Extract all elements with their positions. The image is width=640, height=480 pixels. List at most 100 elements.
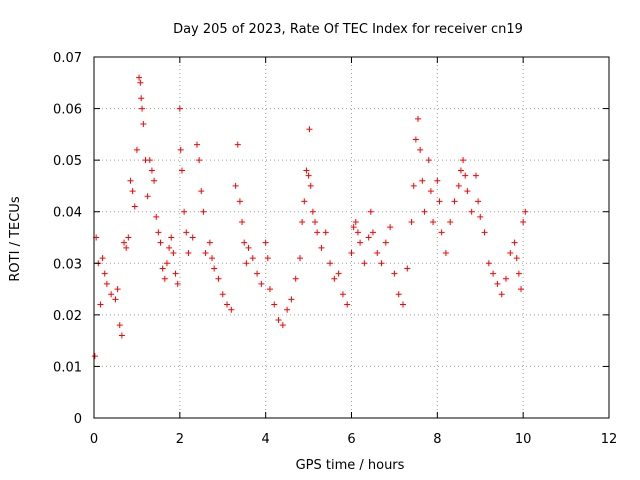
data-point bbox=[447, 219, 454, 226]
data-point bbox=[430, 219, 437, 226]
x-tick-label: 8 bbox=[433, 432, 441, 447]
data-point bbox=[350, 224, 357, 231]
data-point bbox=[515, 270, 522, 277]
x-tick-label: 10 bbox=[515, 432, 532, 447]
y-tick-label: 0.07 bbox=[53, 51, 82, 66]
data-point bbox=[127, 177, 134, 184]
data-point bbox=[307, 182, 314, 189]
data-point bbox=[249, 255, 256, 262]
plot-frame bbox=[93, 56, 610, 419]
data-point bbox=[352, 219, 359, 226]
data-point bbox=[211, 265, 218, 272]
data-point bbox=[318, 244, 325, 251]
data-point bbox=[520, 219, 527, 226]
data-point bbox=[97, 301, 104, 308]
data-point bbox=[241, 239, 248, 246]
data-point bbox=[170, 249, 177, 256]
data-point bbox=[417, 146, 424, 153]
data-point bbox=[139, 105, 146, 112]
data-point bbox=[236, 198, 243, 205]
data-point bbox=[194, 141, 200, 148]
data-point bbox=[475, 198, 482, 205]
grid-lines bbox=[94, 57, 609, 418]
data-point bbox=[455, 182, 462, 189]
data-point bbox=[161, 275, 168, 282]
data-point bbox=[425, 157, 432, 164]
data-point bbox=[481, 229, 488, 236]
data-point bbox=[348, 249, 355, 256]
y-axis-label: ROTI / TECUs bbox=[8, 196, 23, 281]
data-point bbox=[472, 172, 479, 179]
data-point bbox=[354, 229, 361, 236]
data-point bbox=[151, 177, 158, 184]
data-point bbox=[177, 146, 184, 153]
data-point bbox=[157, 239, 164, 246]
data-point bbox=[118, 332, 125, 339]
data-point bbox=[108, 291, 115, 298]
data-point bbox=[114, 286, 121, 293]
data-point bbox=[378, 260, 385, 267]
data-point bbox=[196, 157, 203, 164]
data-point bbox=[224, 301, 231, 308]
data-point bbox=[279, 322, 286, 329]
x-tick-label: 0 bbox=[90, 432, 98, 447]
data-point bbox=[306, 126, 313, 133]
x-tick-label: 4 bbox=[262, 432, 270, 447]
data-point bbox=[518, 286, 525, 293]
data-point bbox=[387, 224, 394, 231]
data-point bbox=[181, 208, 188, 215]
y-tick-label: 0.05 bbox=[53, 154, 82, 169]
data-point bbox=[168, 234, 175, 241]
data-point bbox=[312, 219, 319, 226]
data-point bbox=[99, 255, 106, 262]
data-point bbox=[301, 198, 308, 205]
data-point bbox=[391, 270, 398, 277]
data-point bbox=[239, 219, 246, 226]
data-point bbox=[112, 296, 119, 303]
data-point bbox=[284, 306, 291, 313]
y-tick-label: 0 bbox=[74, 412, 82, 427]
data-point bbox=[434, 177, 441, 184]
data-point bbox=[427, 188, 434, 195]
data-point bbox=[131, 203, 138, 210]
x-tick-label: 12 bbox=[601, 432, 618, 447]
data-point bbox=[335, 270, 342, 277]
data-point bbox=[232, 182, 239, 189]
data-point bbox=[457, 167, 464, 174]
data-point bbox=[382, 239, 389, 246]
y-tick-label: 0.06 bbox=[53, 103, 82, 118]
data-point bbox=[178, 167, 185, 174]
data-point bbox=[148, 167, 155, 174]
data-point bbox=[101, 270, 108, 277]
data-point bbox=[166, 244, 173, 251]
data-point bbox=[185, 249, 192, 256]
data-point bbox=[125, 234, 132, 241]
x-axis-label: GPS time / hours bbox=[296, 458, 405, 473]
data-point bbox=[174, 280, 181, 287]
data-point bbox=[507, 249, 514, 256]
data-point bbox=[254, 270, 261, 277]
data-point bbox=[146, 157, 153, 164]
data-point bbox=[344, 301, 351, 308]
data-point bbox=[176, 105, 183, 112]
data-point bbox=[511, 239, 518, 246]
chart-title: Day 205 of 2023, Rate Of TEC Index for r… bbox=[173, 22, 523, 37]
data-point bbox=[206, 239, 213, 246]
data-point bbox=[408, 219, 415, 226]
data-point bbox=[297, 255, 303, 262]
data-point bbox=[144, 193, 151, 200]
data-point bbox=[198, 188, 205, 195]
data-point bbox=[292, 275, 299, 282]
data-point bbox=[421, 208, 428, 215]
data-point bbox=[155, 229, 162, 236]
y-tick-label: 0.03 bbox=[53, 257, 82, 272]
y-tick-label: 0.04 bbox=[53, 206, 82, 221]
data-point bbox=[121, 239, 128, 246]
data-point bbox=[243, 260, 250, 267]
data-point bbox=[309, 208, 316, 215]
data-point bbox=[494, 280, 501, 287]
data-point bbox=[202, 249, 209, 256]
data-point bbox=[266, 286, 273, 293]
data-point bbox=[303, 167, 310, 174]
